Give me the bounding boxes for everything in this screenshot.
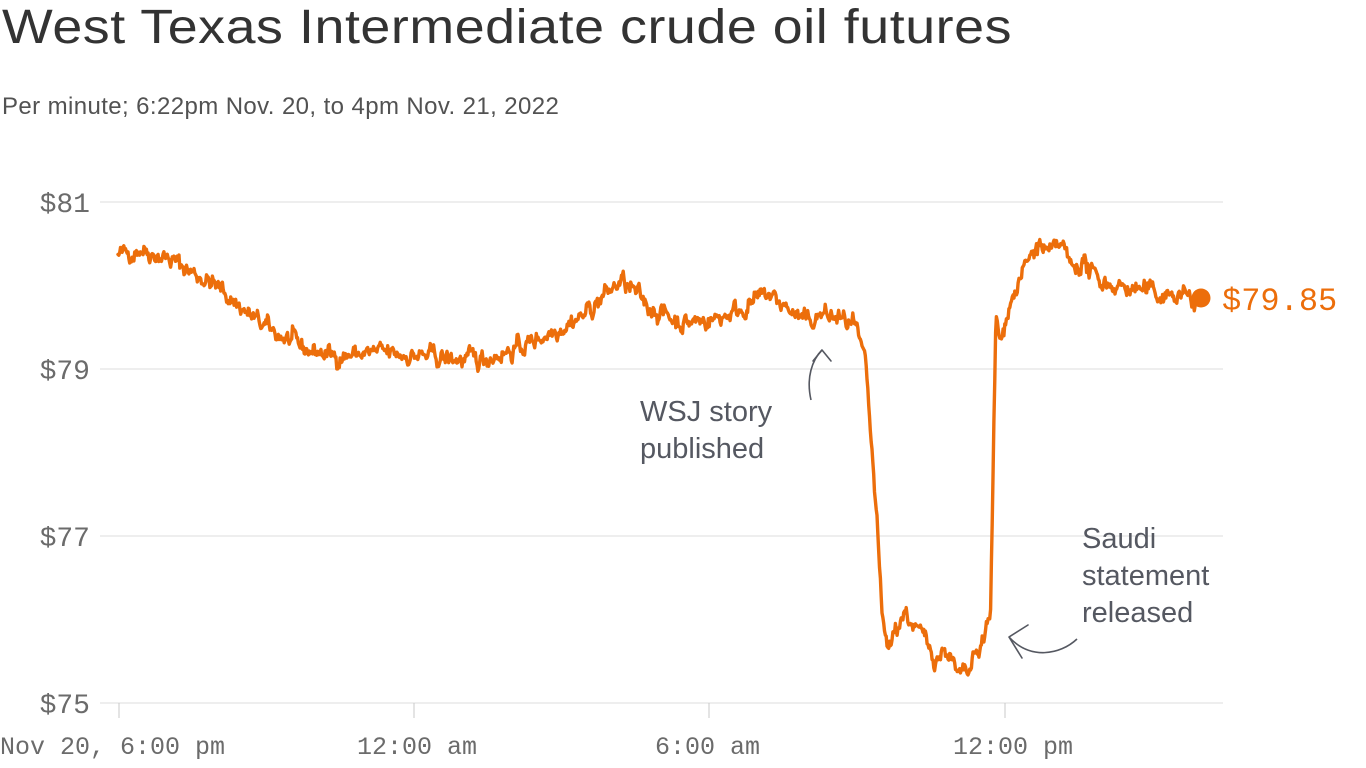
svg-text:published: published xyxy=(640,433,764,465)
svg-text:$77: $77 xyxy=(40,524,90,555)
svg-text:Saudi: Saudi xyxy=(1082,523,1156,555)
svg-text:12:00 pm: 12:00 pm xyxy=(953,733,1073,762)
svg-text:Nov 20, 6:00 pm: Nov 20, 6:00 pm xyxy=(0,733,225,762)
svg-text:WSJ story: WSJ story xyxy=(640,396,773,428)
svg-text:$75: $75 xyxy=(40,691,90,722)
svg-text:$81: $81 xyxy=(40,190,90,221)
svg-text:12:00 am: 12:00 am xyxy=(357,733,477,762)
svg-text:6:00 am: 6:00 am xyxy=(655,733,760,762)
svg-text:$79.85: $79.85 xyxy=(1222,283,1337,320)
svg-text:statement: statement xyxy=(1082,560,1209,592)
svg-text:$79: $79 xyxy=(40,357,90,388)
svg-text:released: released xyxy=(1082,597,1193,629)
